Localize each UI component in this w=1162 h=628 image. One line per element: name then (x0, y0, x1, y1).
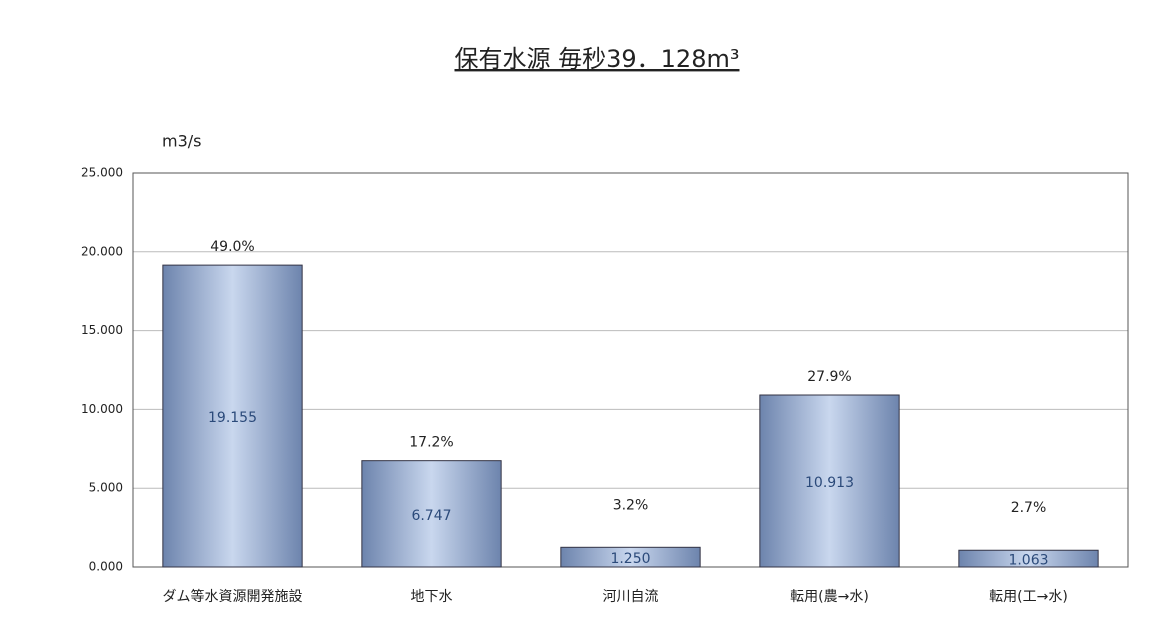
percent-label: 2.7% (1011, 500, 1047, 516)
y-axis-label: m3/s (162, 132, 202, 151)
bar (162, 264, 303, 568)
x-tick-label: 河川自流 (603, 589, 659, 605)
percent-label: 17.2% (409, 435, 453, 451)
bar (759, 394, 900, 568)
value-label: 19.155 (208, 410, 257, 426)
y-tick-label: 25.000 (81, 166, 123, 180)
value-label: 1.250 (610, 551, 650, 567)
y-tick-label: 10.000 (81, 402, 123, 416)
y-tick-label: 20.000 (81, 244, 123, 258)
bar (560, 546, 701, 568)
x-tick-label: 地下水 (411, 589, 453, 605)
x-tick-label: ダム等水資源開発施設 (163, 588, 303, 605)
x-tick-label: 転用(工→水) (989, 589, 1068, 605)
percent-label: 49.0% (210, 239, 254, 255)
y-tick-label: 0.000 (89, 560, 123, 574)
percent-label: 27.9% (807, 369, 851, 385)
y-tick-label: 5.000 (89, 481, 123, 495)
y-tick-label: 15.000 (81, 323, 123, 337)
value-label: 6.747 (411, 508, 451, 524)
percent-label: 3.2% (613, 497, 649, 513)
value-label: 10.913 (805, 475, 854, 491)
bar (361, 460, 502, 568)
chart-title: 保有水源 毎秒39．128m³ (455, 45, 740, 73)
value-label: 1.063 (1008, 553, 1048, 569)
bar (958, 549, 1099, 568)
x-tick-label: 転用(農→水) (790, 589, 869, 605)
